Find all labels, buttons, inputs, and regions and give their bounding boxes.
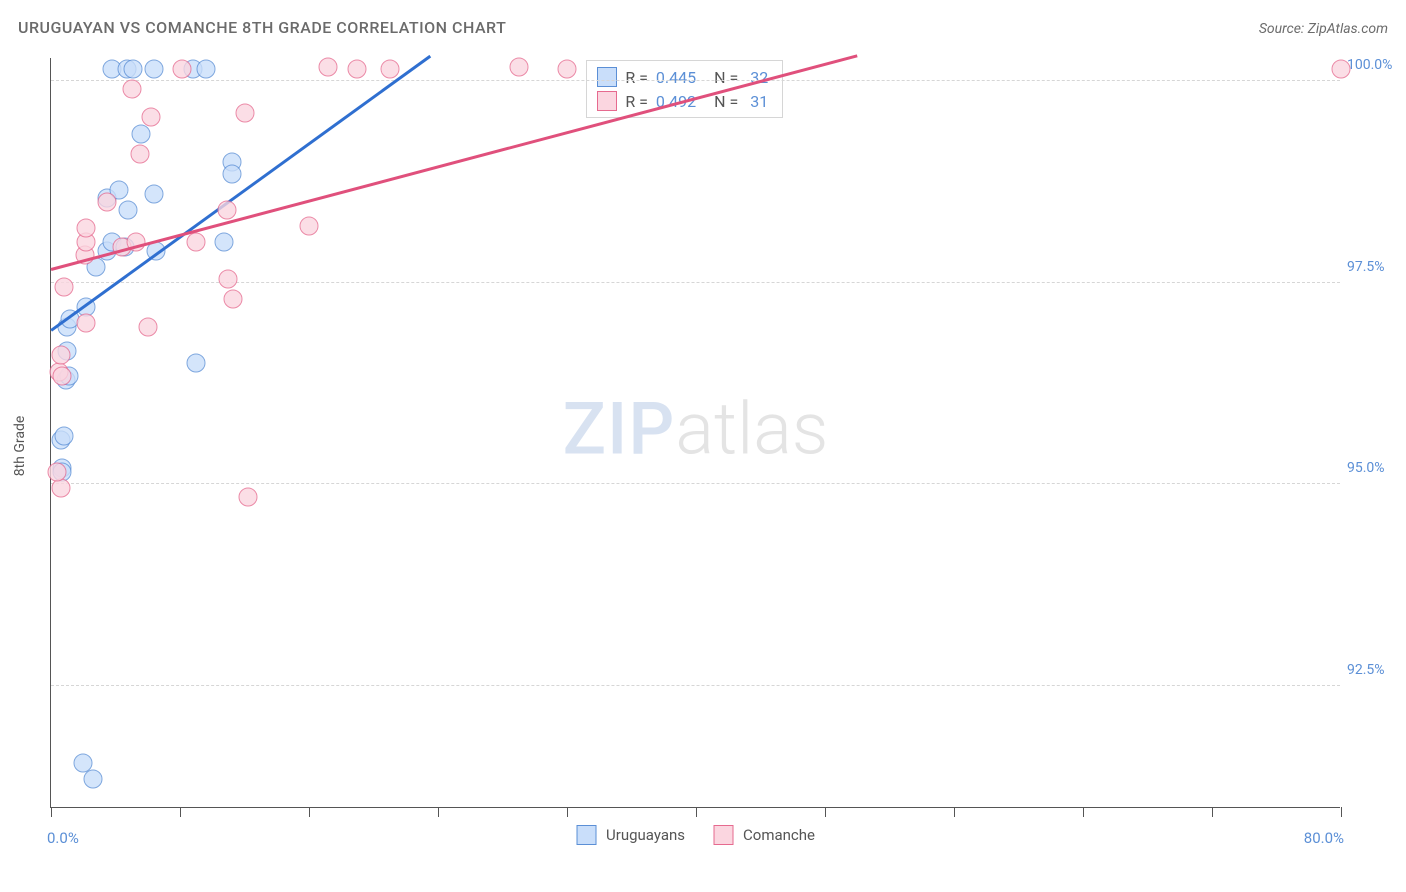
data-point (122, 80, 141, 99)
x-axis-min-label: 0.0% (47, 829, 79, 847)
correlation-n: N = 31 (714, 92, 768, 111)
y-tick-label: 97.5% (1347, 259, 1402, 275)
legend: Uruguayans Comanche (576, 825, 815, 845)
correlation-r: R = 0.445 (625, 68, 696, 87)
data-point (138, 318, 157, 337)
chart-source: Source: ZipAtlas.com (1259, 21, 1388, 37)
x-tick (180, 807, 181, 817)
y-axis-label: 8th Grade (12, 416, 28, 477)
data-point (172, 60, 191, 79)
data-point (132, 124, 151, 143)
data-point (235, 104, 254, 123)
data-point (119, 201, 138, 220)
y-tick-label: 95.0% (1347, 460, 1402, 476)
legend-label: Comanche (743, 826, 815, 844)
data-point (187, 233, 206, 252)
correlation-stats-box: R = 0.445N = 32R = 0.492N = 31 (586, 60, 783, 118)
x-tick (51, 807, 52, 817)
y-tick-label: 92.5% (1347, 662, 1402, 678)
data-point (145, 60, 164, 79)
x-tick (1083, 807, 1084, 817)
data-point (319, 57, 338, 76)
x-tick (696, 807, 697, 817)
x-tick (1212, 807, 1213, 817)
data-point (145, 185, 164, 204)
data-point (77, 314, 96, 333)
plot-area: ZIPatlas R = 0.445N = 32R = 0.492N = 31 … (50, 58, 1340, 808)
y-tick-label: 100.0% (1347, 57, 1402, 73)
data-point (238, 487, 257, 506)
data-point (124, 60, 143, 79)
chart-title: URUGUAYAN VS COMANCHE 8TH GRADE CORRELAT… (18, 18, 506, 37)
correlation-n: N = 32 (714, 68, 768, 87)
trend-line (51, 55, 858, 271)
x-tick (567, 807, 568, 817)
legend-swatch (713, 825, 733, 845)
data-point (48, 463, 67, 482)
legend-swatch (576, 825, 596, 845)
data-point (222, 164, 241, 183)
data-point (214, 233, 233, 252)
data-point (51, 479, 70, 498)
data-point (300, 217, 319, 236)
data-point (98, 193, 117, 212)
data-point (83, 769, 102, 788)
x-tick (825, 807, 826, 817)
chart-header: URUGUAYAN VS COMANCHE 8TH GRADE CORRELAT… (18, 18, 1388, 37)
gridline (51, 483, 1340, 484)
data-point (187, 354, 206, 373)
watermark-left: ZIP (563, 386, 676, 471)
data-point (77, 218, 96, 237)
data-point (217, 201, 236, 220)
gridline (51, 282, 1340, 283)
data-point (54, 277, 73, 296)
gridline (51, 80, 1340, 81)
data-point (509, 57, 528, 76)
data-point (141, 108, 160, 127)
data-point (558, 60, 577, 79)
x-tick (1341, 807, 1342, 817)
watermark: ZIPatlas (563, 386, 829, 471)
data-point (130, 144, 149, 163)
legend-swatch (597, 91, 617, 111)
gridline (51, 685, 1340, 686)
data-point (224, 289, 243, 308)
data-point (54, 427, 73, 446)
data-point (196, 60, 215, 79)
legend-item: Uruguayans (576, 825, 685, 845)
data-point (51, 346, 70, 365)
watermark-right: atlas (675, 386, 828, 471)
data-point (380, 60, 399, 79)
legend-label: Uruguayans (606, 826, 685, 844)
data-point (219, 269, 238, 288)
legend-item: Comanche (713, 825, 815, 845)
x-tick (438, 807, 439, 817)
x-tick (954, 807, 955, 817)
data-point (53, 366, 72, 385)
x-axis-max-label: 80.0% (1304, 829, 1344, 847)
data-point (1332, 60, 1351, 79)
legend-swatch (597, 67, 617, 87)
x-tick (309, 807, 310, 817)
data-point (348, 60, 367, 79)
